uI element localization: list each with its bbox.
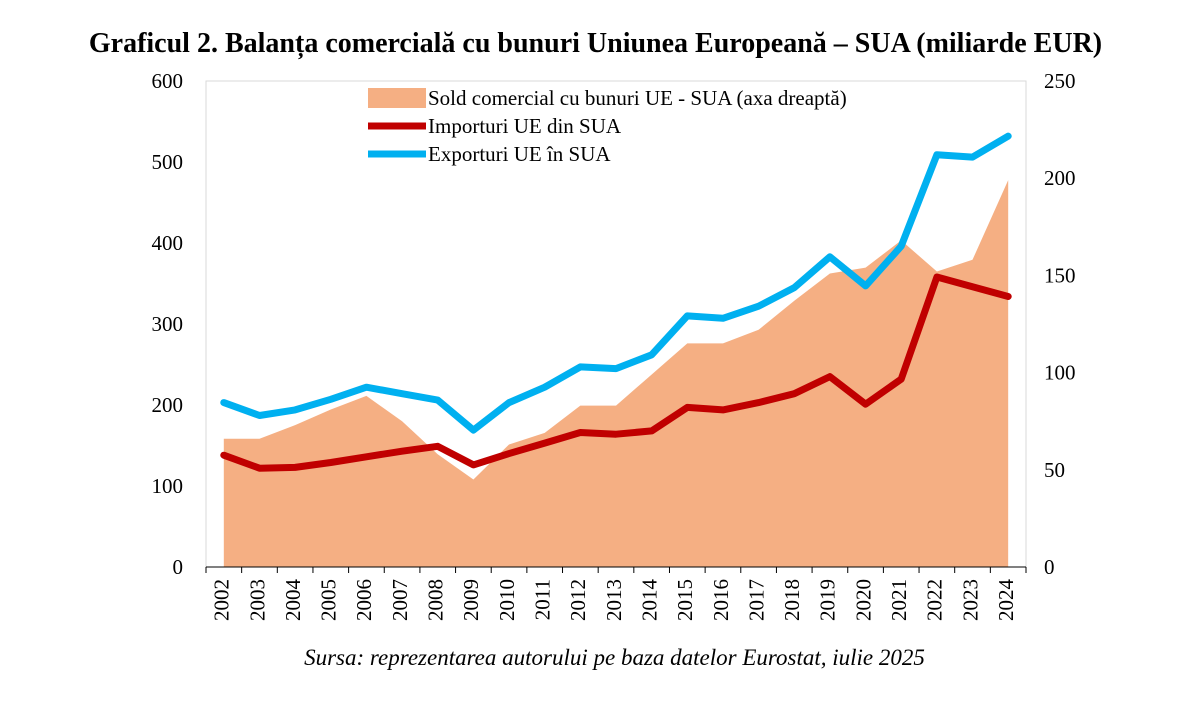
x-tick-label-2003: 2003 (245, 579, 269, 621)
y-left-tick-600: 600 (152, 69, 184, 93)
legend-swatch-sold (368, 88, 426, 108)
x-tick-label-2021: 2021 (887, 579, 911, 621)
y-right-tick-0: 0 (1044, 555, 1055, 579)
x-tick-label-2019: 2019 (816, 579, 840, 621)
y-right-tick-50: 50 (1044, 458, 1065, 482)
x-tick-label-2017: 2017 (744, 579, 768, 621)
y-right-tick-200: 200 (1044, 166, 1076, 190)
x-tick-label-2020: 2020 (851, 579, 875, 621)
y-left-tick-0: 0 (173, 555, 184, 579)
chart-title: Graficul 2. Balanța comercială cu bunuri… (88, 28, 1103, 59)
y-left-tick-200: 200 (152, 393, 184, 417)
legend: Sold comercial cu bunuri UE - SUA (axa d… (368, 86, 847, 166)
y-right-tick-150: 150 (1044, 263, 1076, 287)
x-tick-label-2009: 2009 (459, 579, 483, 621)
x-tick-label-2018: 2018 (780, 579, 804, 621)
y-right-tick-250: 250 (1044, 69, 1076, 93)
y-left-tick-100: 100 (152, 474, 184, 498)
x-tick-label-2014: 2014 (638, 579, 662, 622)
x-tick-label-2024: 2024 (994, 579, 1018, 622)
y-left-tick-500: 500 (152, 150, 184, 174)
x-tick-label-2016: 2016 (709, 579, 733, 621)
y-left-tick-300: 300 (152, 312, 184, 336)
x-tick-label-2011: 2011 (531, 579, 555, 620)
x-tick-label-2002: 2002 (210, 579, 234, 621)
line-series-layer (220, 132, 1012, 472)
legend-label-exporturi: Exporturi UE în SUA (428, 142, 611, 166)
y-right-tick-100: 100 (1044, 361, 1076, 385)
legend-label-sold: Sold comercial cu bunuri UE - SUA (axa d… (428, 86, 847, 110)
legend-label-importuri: Importuri UE din SUA (428, 114, 622, 138)
x-tick-label-2004: 2004 (281, 579, 305, 622)
x-tick-label-2005: 2005 (317, 579, 341, 621)
x-tick-label-2006: 2006 (352, 579, 376, 621)
source-note: Sursa: reprezentarea autorului pe baza d… (304, 645, 925, 670)
x-tick-label-2015: 2015 (673, 579, 697, 621)
x-tick-label-2007: 2007 (388, 579, 412, 621)
series-area-sold (223, 180, 1009, 567)
y-left-tick-400: 400 (152, 231, 184, 255)
x-tick-label-2023: 2023 (958, 579, 982, 621)
x-tick-label-2013: 2013 (602, 579, 626, 621)
axes-layer: 2002 2003 2004 2005 2006 2007 2008 2009 2010 2011… (152, 69, 1076, 621)
x-tick-label-2008: 2008 (424, 579, 448, 621)
x-tick-label-2012: 2012 (566, 579, 590, 621)
x-tick-label-2010: 2010 (495, 579, 519, 621)
x-tick-label-2022: 2022 (923, 579, 947, 621)
area-series-layer (223, 180, 1009, 567)
